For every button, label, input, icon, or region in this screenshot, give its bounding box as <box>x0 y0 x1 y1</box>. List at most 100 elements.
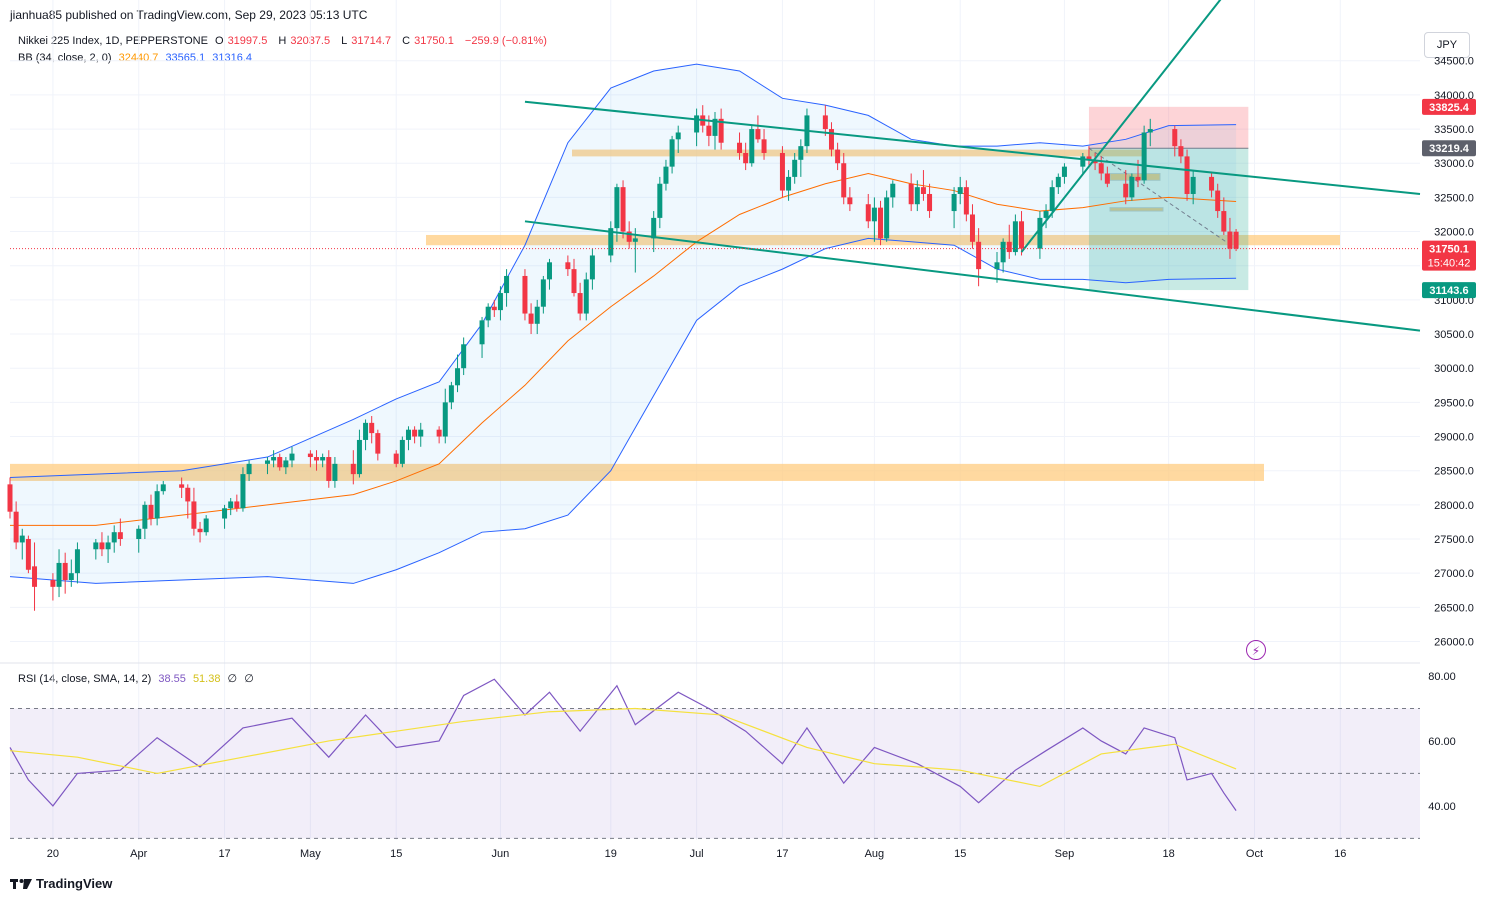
candle-body <box>332 463 338 481</box>
rsi-tick-label: 80.00 <box>1428 671 1456 683</box>
candle-body <box>914 187 920 205</box>
last-price-badge: 31750.1 <box>1429 244 1469 256</box>
candle-body <box>614 187 620 229</box>
candle-body <box>1055 176 1061 188</box>
candle-body <box>743 152 749 164</box>
rsi-tick-label: 40.00 <box>1428 801 1456 813</box>
trendline <box>524 100 1421 195</box>
brand-name: TradingView <box>36 876 113 891</box>
candle-body <box>491 306 497 311</box>
candle-body <box>712 118 718 136</box>
candle-body <box>583 279 589 314</box>
target-price-badge-bg <box>1422 282 1476 299</box>
trendline <box>524 220 1421 332</box>
candle-body <box>994 262 1000 270</box>
candle-body <box>908 183 914 205</box>
candle-body <box>841 163 847 198</box>
candle-body <box>234 501 240 509</box>
candle-body <box>461 344 467 369</box>
price-zone <box>1109 172 1161 181</box>
x-tick-label: 15 <box>390 848 402 860</box>
candle-body <box>436 429 442 437</box>
entry-price-badge: 33219.4 <box>1429 143 1470 155</box>
candle-body <box>822 115 828 130</box>
rsi-sma-line <box>9 707 1237 788</box>
x-tick-label: Aug <box>865 848 885 860</box>
candle-body <box>927 193 933 212</box>
y-tick-label: 26500.0 <box>1434 602 1474 614</box>
candle-body <box>565 262 571 270</box>
candle-body <box>828 129 834 150</box>
symbol-title: Nikkei 225 Index, 1D, PEPPERSTONE <box>18 35 208 47</box>
stop-price-badge-bg <box>1422 98 1476 115</box>
candle-body <box>56 562 62 587</box>
candle-body <box>694 115 700 133</box>
y-tick-label: 27000.0 <box>1434 568 1474 580</box>
support-resistance-zones <box>10 149 1340 481</box>
rsi-tick-label: 60.00 <box>1428 736 1456 748</box>
trendlines[interactable] <box>10 0 1421 332</box>
candle-body <box>326 457 332 481</box>
candle-body <box>540 279 546 307</box>
candle-body <box>1012 221 1018 253</box>
candle-body <box>884 197 890 239</box>
candle-body <box>651 217 657 239</box>
candle-body <box>1141 132 1147 181</box>
candle-body <box>246 463 252 475</box>
candle-body <box>589 255 595 280</box>
candle-body <box>871 207 877 222</box>
candle-body <box>418 429 424 437</box>
flash-icon[interactable]: ⚡ <box>1246 640 1266 660</box>
y-tick-label: 28000.0 <box>1434 500 1474 512</box>
candle-body <box>1049 187 1055 212</box>
candle-body <box>951 193 957 212</box>
candle-body <box>1086 156 1092 160</box>
candle-body <box>369 422 375 434</box>
candle-body <box>847 197 853 205</box>
candle-body <box>497 293 503 311</box>
candle-body <box>393 453 399 464</box>
candle-body <box>350 463 356 475</box>
candle-body <box>865 204 871 222</box>
candlesticks <box>7 105 1239 611</box>
candle-body <box>546 262 552 280</box>
currency-button[interactable]: JPY <box>1424 32 1470 58</box>
candle-body <box>835 149 841 164</box>
candle-body <box>522 275 528 314</box>
candle-body <box>1104 173 1110 184</box>
candle-body <box>399 439 405 464</box>
countdown-label: 15:40:42 <box>1428 258 1471 270</box>
candle-body <box>1135 176 1141 181</box>
candle-body <box>154 491 160 519</box>
last-price-badge-bg <box>1422 240 1476 271</box>
candle-body <box>136 528 142 540</box>
candle-body <box>50 580 56 587</box>
candle-body <box>479 320 485 345</box>
candle-body <box>792 159 798 177</box>
candle-body <box>117 532 123 540</box>
candle-body <box>485 306 491 321</box>
x-tick-label: 17 <box>218 848 230 860</box>
candle-body <box>1178 146 1184 157</box>
candle-body <box>737 142 743 153</box>
rsi-legend: RSI (14, close, SMA, 14, 2) 38.55 51.38 … <box>18 672 258 685</box>
candle-body <box>314 457 320 461</box>
candle-body <box>1000 241 1006 263</box>
ohlc-open: O 31997.5 <box>215 35 268 47</box>
candle-body <box>786 176 792 191</box>
symbol-legend: Nikkei 225 Index, 1D, PEPPERSTONE O 31997… <box>18 35 551 47</box>
y-tick-label: 26000.0 <box>1434 637 1474 649</box>
candle-body <box>1061 166 1067 177</box>
candle-body <box>197 528 203 533</box>
candle-body <box>1221 211 1227 232</box>
candle-body <box>749 129 755 164</box>
candle-body <box>577 293 583 314</box>
x-tick-label: 20 <box>47 848 59 860</box>
x-tick-label: 19 <box>605 848 617 860</box>
candle-body <box>160 484 166 492</box>
y-tick-label: 27500.0 <box>1434 534 1474 546</box>
candle-body <box>307 453 313 458</box>
candle-body <box>320 457 326 461</box>
candle-body <box>74 549 80 574</box>
